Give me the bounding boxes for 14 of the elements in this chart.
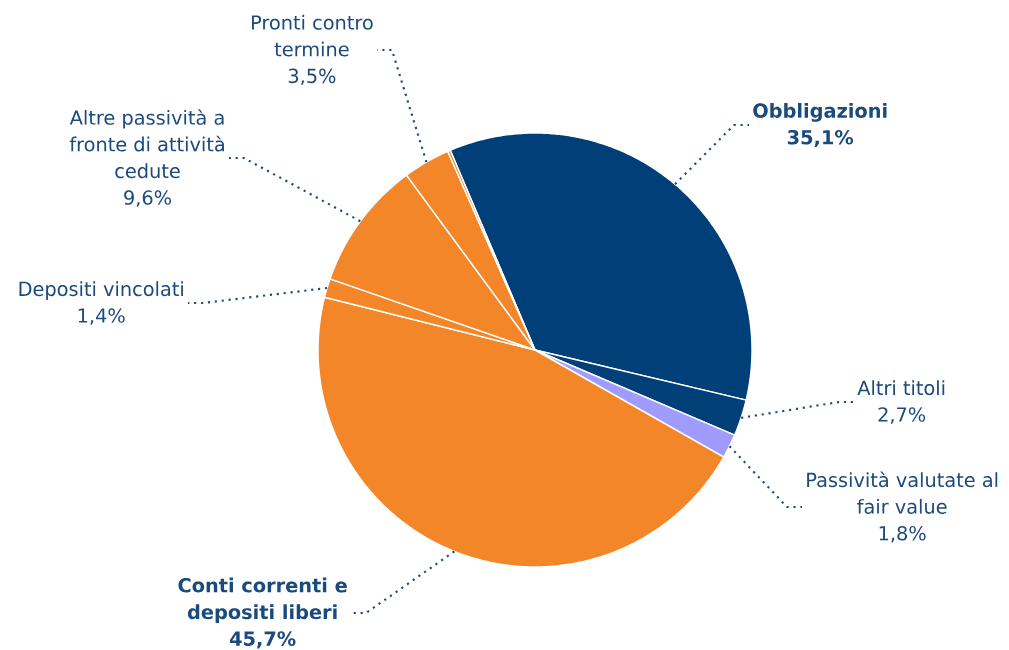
data-label: 35,1% bbox=[787, 129, 854, 148]
data-label: 45,7% bbox=[229, 631, 296, 649]
slice-label: Conti correnti e depositi liberi bbox=[178, 577, 347, 623]
data-label: 2,7% bbox=[878, 407, 926, 424]
data-label: 3,5% bbox=[288, 68, 336, 86]
slice-label: Obbligazioni bbox=[753, 102, 887, 122]
data-label: 1,4% bbox=[78, 308, 125, 325]
slice-label: Altre passività a fronte di attività cedute bbox=[69, 109, 224, 179]
data-label: 1,8% bbox=[879, 525, 926, 543]
data-label: 9,6% bbox=[124, 190, 172, 207]
slice-label: Altri titoli bbox=[857, 380, 945, 396]
slice-label: Pronti contro termine bbox=[251, 14, 373, 57]
slice-label: Passività valutate al fair value bbox=[807, 471, 998, 514]
slice-label: Depositi vincolati bbox=[19, 281, 183, 300]
